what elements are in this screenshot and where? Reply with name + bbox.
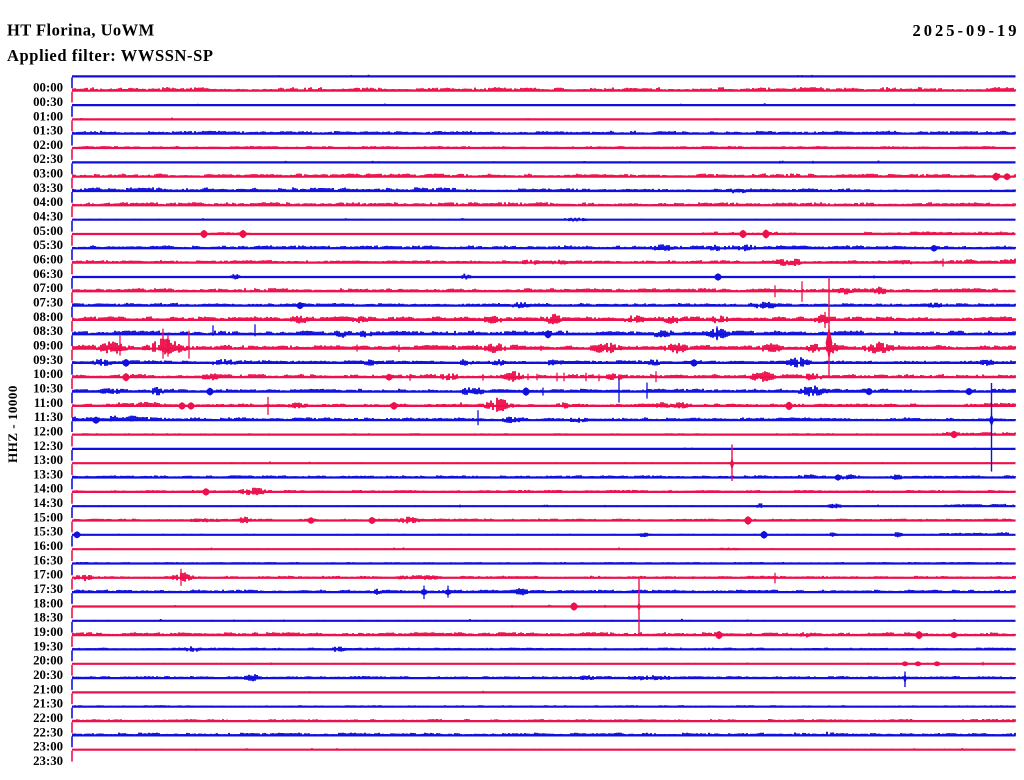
svg-text:09:00: 09:00 [33, 339, 63, 353]
svg-text:00:30: 00:30 [33, 95, 63, 109]
svg-text:15:30: 15:30 [33, 525, 63, 539]
svg-text:08:00: 08:00 [33, 310, 63, 324]
svg-text:HHZ - 10000: HHZ - 10000 [5, 385, 20, 463]
svg-text:05:30: 05:30 [33, 238, 63, 252]
svg-text:11:00: 11:00 [34, 396, 63, 410]
svg-text:07:00: 07:00 [33, 281, 63, 295]
svg-text:00:00: 00:00 [33, 81, 63, 95]
svg-text:12:00: 12:00 [33, 424, 63, 438]
svg-text:14:30: 14:30 [33, 496, 63, 510]
svg-text:06:30: 06:30 [33, 267, 63, 281]
svg-text:01:00: 01:00 [33, 109, 63, 123]
svg-text:20:30: 20:30 [33, 668, 63, 682]
svg-text:11:30: 11:30 [34, 410, 63, 424]
svg-text:17:00: 17:00 [33, 568, 63, 582]
svg-text:19:30: 19:30 [33, 639, 63, 653]
svg-text:20:00: 20:00 [33, 654, 63, 668]
svg-text:18:30: 18:30 [33, 611, 63, 625]
svg-text:17:30: 17:30 [33, 582, 63, 596]
svg-text:22:00: 22:00 [33, 711, 63, 725]
svg-text:04:30: 04:30 [33, 210, 63, 224]
svg-text:16:30: 16:30 [33, 553, 63, 567]
svg-text:23:30: 23:30 [33, 754, 63, 768]
svg-text:13:30: 13:30 [33, 467, 63, 481]
svg-text:Applied filter: WWSSN-SP: Applied filter: WWSSN-SP [7, 46, 214, 65]
svg-text:09:30: 09:30 [33, 353, 63, 367]
svg-text:22:30: 22:30 [33, 725, 63, 739]
svg-text:2025-09-19: 2025-09-19 [913, 21, 1020, 40]
svg-text:05:00: 05:00 [33, 224, 63, 238]
svg-text:23:00: 23:00 [33, 740, 63, 754]
svg-text:02:30: 02:30 [33, 152, 63, 166]
svg-text:03:30: 03:30 [33, 181, 63, 195]
svg-text:16:00: 16:00 [33, 539, 63, 553]
svg-text:13:00: 13:00 [33, 453, 63, 467]
svg-text:04:00: 04:00 [33, 195, 63, 209]
svg-text:HT Florina, UoWM: HT Florina, UoWM [7, 21, 155, 40]
svg-text:10:00: 10:00 [33, 367, 63, 381]
svg-text:18:00: 18:00 [33, 596, 63, 610]
svg-text:21:00: 21:00 [33, 682, 63, 696]
svg-text:07:30: 07:30 [33, 296, 63, 310]
svg-text:01:30: 01:30 [33, 124, 63, 138]
svg-text:19:00: 19:00 [33, 625, 63, 639]
svg-text:03:00: 03:00 [33, 167, 63, 181]
svg-text:21:30: 21:30 [33, 697, 63, 711]
svg-text:06:00: 06:00 [33, 253, 63, 267]
svg-text:12:30: 12:30 [33, 439, 63, 453]
svg-text:14:00: 14:00 [33, 482, 63, 496]
svg-text:10:30: 10:30 [33, 381, 63, 395]
svg-text:08:30: 08:30 [33, 324, 63, 338]
svg-text:02:00: 02:00 [33, 138, 63, 152]
svg-text:15:00: 15:00 [33, 510, 63, 524]
